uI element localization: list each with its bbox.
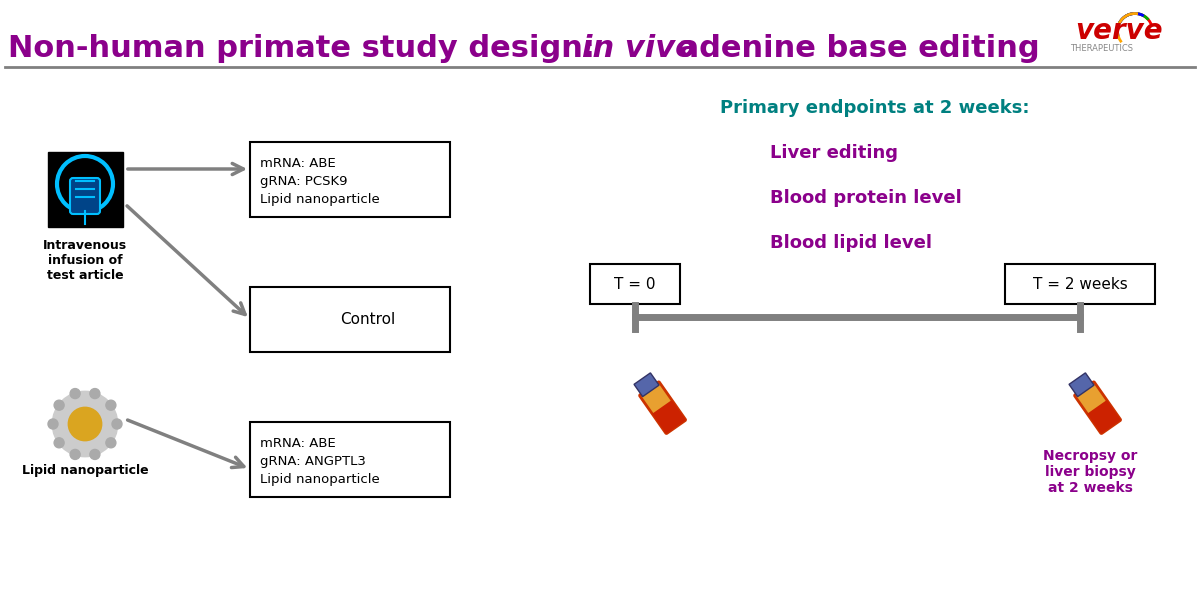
Text: Necropsy or
liver biopsy
at 2 weeks: Necropsy or liver biopsy at 2 weeks: [1043, 449, 1138, 495]
Text: Intravenous
infusion of
test article: Intravenous infusion of test article: [43, 239, 127, 282]
FancyBboxPatch shape: [634, 373, 659, 396]
Circle shape: [90, 389, 100, 399]
Circle shape: [48, 419, 58, 429]
Text: mRNA: ABE
gRNA: ANGPTL3
Lipid nanoparticle: mRNA: ABE gRNA: ANGPTL3 Lipid nanopartic…: [260, 437, 379, 486]
Text: Control: Control: [340, 312, 395, 326]
Circle shape: [70, 449, 80, 459]
Text: T = 2 weeks: T = 2 weeks: [1033, 276, 1127, 292]
Text: Primary endpoints at 2 weeks:: Primary endpoints at 2 weeks:: [720, 99, 1030, 117]
FancyBboxPatch shape: [70, 178, 100, 214]
FancyBboxPatch shape: [1069, 373, 1094, 396]
FancyBboxPatch shape: [653, 401, 685, 434]
Text: Blood lipid level: Blood lipid level: [770, 234, 932, 252]
FancyBboxPatch shape: [250, 422, 450, 497]
Text: verve: verve: [1075, 17, 1163, 45]
Text: Blood protein level: Blood protein level: [770, 189, 961, 207]
FancyBboxPatch shape: [1087, 401, 1121, 434]
Text: T = 0: T = 0: [614, 276, 655, 292]
Text: Liver editing: Liver editing: [770, 144, 898, 162]
FancyBboxPatch shape: [48, 151, 122, 227]
Text: Non-human primate study design:: Non-human primate study design:: [8, 34, 617, 63]
FancyBboxPatch shape: [250, 141, 450, 217]
Circle shape: [90, 449, 100, 459]
FancyBboxPatch shape: [640, 382, 685, 434]
Circle shape: [112, 419, 122, 429]
Circle shape: [54, 400, 64, 410]
FancyBboxPatch shape: [250, 286, 450, 352]
Text: THERAPEUTICS: THERAPEUTICS: [1070, 44, 1133, 53]
Text: in vivo: in vivo: [582, 34, 696, 63]
Text: Lipid nanoparticle: Lipid nanoparticle: [22, 464, 149, 477]
Circle shape: [106, 400, 116, 410]
Circle shape: [70, 389, 80, 399]
Circle shape: [53, 392, 118, 456]
Text: mRNA: ABE
gRNA: PCSK9
Lipid nanoparticle: mRNA: ABE gRNA: PCSK9 Lipid nanoparticle: [260, 157, 379, 206]
Circle shape: [54, 438, 64, 448]
FancyBboxPatch shape: [1075, 382, 1121, 434]
Circle shape: [106, 438, 116, 448]
FancyBboxPatch shape: [590, 264, 680, 304]
Text: adenine base editing: adenine base editing: [668, 34, 1039, 63]
Circle shape: [70, 408, 101, 440]
FancyBboxPatch shape: [1006, 264, 1154, 304]
